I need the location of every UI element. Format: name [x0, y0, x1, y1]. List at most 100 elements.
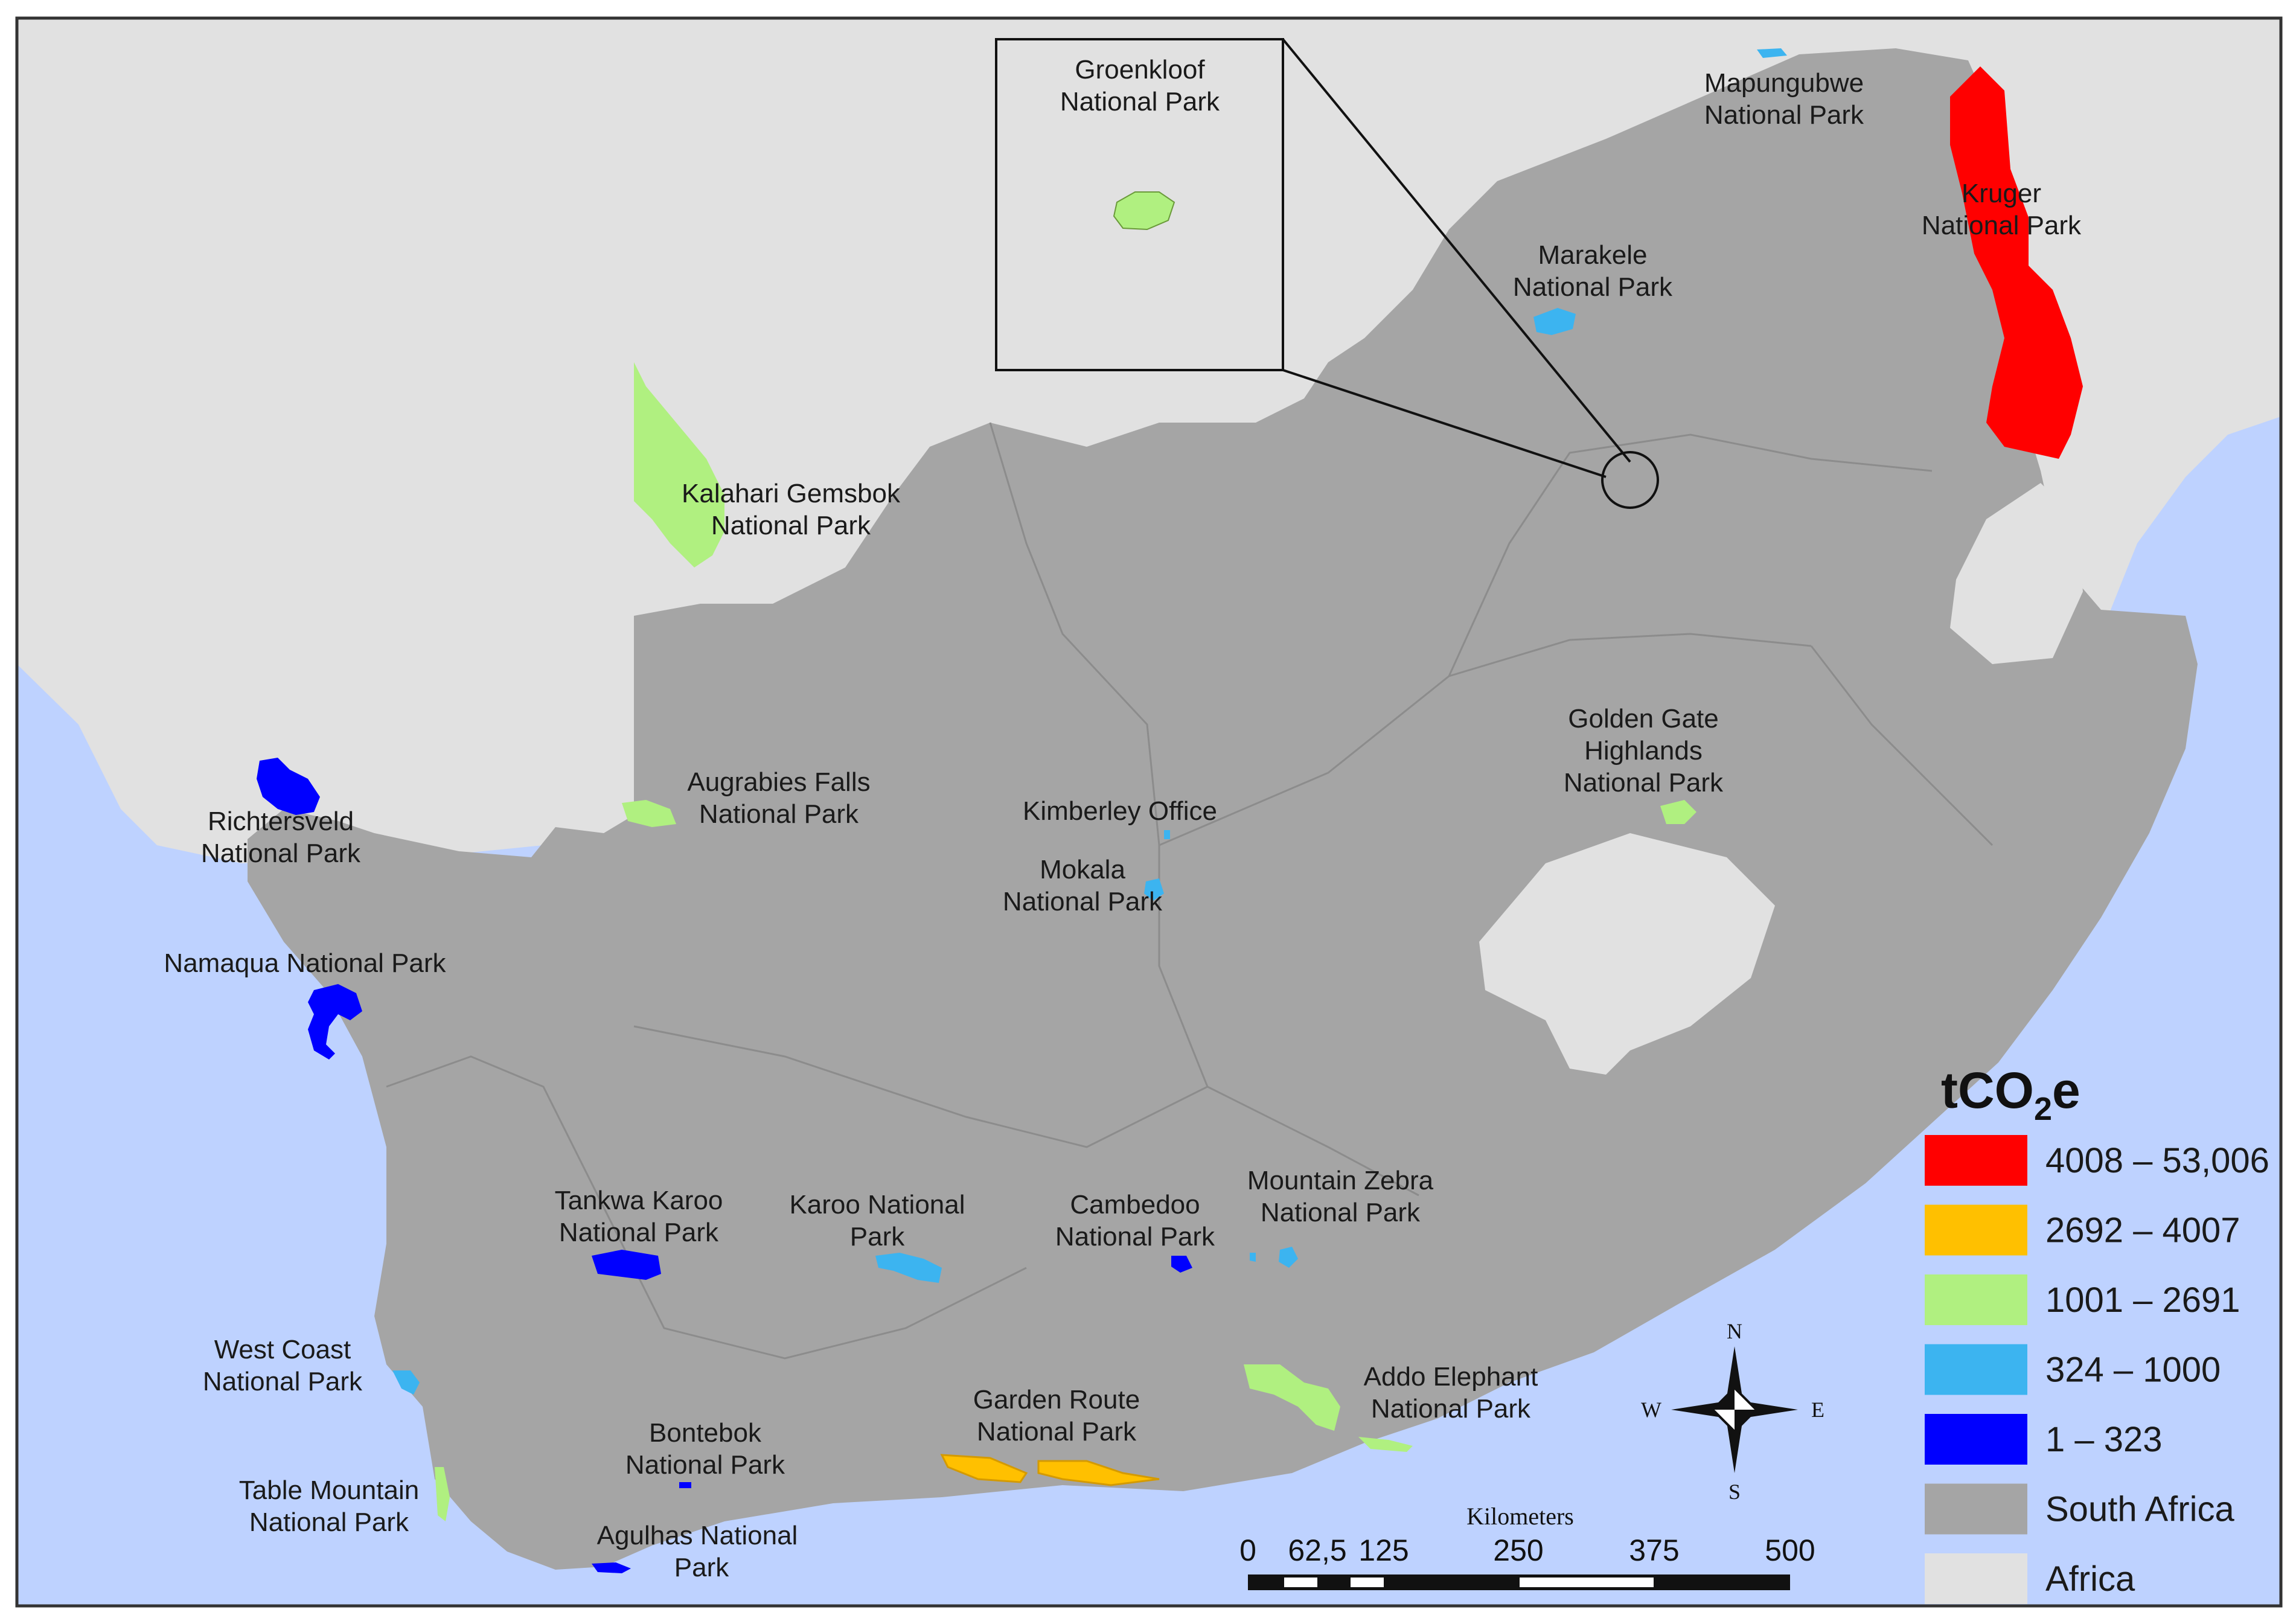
label-augrabies-1: Augrabies Falls — [687, 767, 870, 797]
label-richtersveld-1: Richtersveld — [208, 807, 354, 836]
legend-title: tCO2e — [1941, 1062, 2080, 1127]
legend-swatch-3 — [1925, 1344, 2027, 1395]
label-mapungubwe-1: Mapungubwe — [1704, 68, 1864, 98]
karoo-park-shape — [875, 1253, 942, 1283]
legend-swatch-0 — [1925, 1135, 2027, 1186]
label-golden-gate-3: National Park — [1564, 768, 1724, 798]
label-agulhas-1: Agulhas National — [597, 1521, 798, 1550]
kalahari-park-shape — [634, 362, 724, 567]
province-borders — [386, 422, 1994, 1360]
label-kalahari-1: Kalahari Gemsbok — [682, 479, 901, 508]
callout-line-top — [1282, 38, 1631, 463]
west-coast-park-shape — [392, 1370, 420, 1395]
south-africa-landmass — [248, 48, 2198, 1570]
label-marakele-2: National Park — [1513, 272, 1673, 302]
label-mapungubwe-2: National Park — [1704, 100, 1864, 130]
label-namaqua: Namaqua National Park — [164, 948, 446, 978]
legend-title-sub: 2 — [2034, 1091, 2052, 1127]
callout-line-bottom — [1282, 369, 1607, 478]
scale-tick-5: 500 — [1765, 1533, 1815, 1567]
map-frame — [15, 16, 2283, 1608]
scale-tick-0: 0 — [1239, 1533, 1256, 1567]
label-golden-gate-2: Highlands — [1584, 736, 1703, 766]
label-camdeboo-2: National Park — [1055, 1222, 1215, 1252]
label-west-coast-1: West Coast — [214, 1335, 351, 1364]
legend-label-3: 324 – 1000 — [2045, 1351, 2221, 1390]
label-marakele-1: Marakele — [1538, 240, 1648, 270]
park-labels: Kruger National Park Mapungubwe National… — [164, 68, 2082, 1582]
compass-w: W — [1641, 1398, 1661, 1422]
scale-unit-label: Kilometers — [1466, 1503, 1574, 1530]
legend-swatch-6 — [1925, 1553, 2027, 1604]
compass-rose: N S E W — [1641, 1319, 1824, 1504]
agulhas-park-shape — [592, 1562, 631, 1573]
addo-park-shape — [1244, 1364, 1340, 1431]
kruger-park-shape — [1950, 66, 2083, 459]
label-kruger-1: Kruger — [1962, 179, 2041, 208]
groenkloof-location-circle — [1601, 451, 1659, 509]
label-mountain-zebra-1: Mountain Zebra — [1247, 1166, 1434, 1195]
table-mountain-park-shape — [435, 1467, 450, 1521]
compass-center-fill — [1713, 1388, 1735, 1410]
camdeboo-park-shape — [1171, 1256, 1192, 1273]
marakele-park-shape — [1533, 308, 1576, 335]
compass-north-arrow — [1726, 1346, 1743, 1401]
legend-label-5: South Africa — [2045, 1490, 2234, 1529]
scale-seg-white-2 — [1351, 1578, 1384, 1587]
legend-label-0: 4008 – 53,006 — [2045, 1141, 2269, 1180]
label-agulhas-2: Park — [674, 1553, 729, 1582]
mountain-zebra-park-shape — [1250, 1247, 1298, 1268]
compass-e: E — [1811, 1398, 1824, 1422]
legend: tCO2e 4008 – 53,006 2692 – 4007 1001 – 269… — [1925, 1062, 2269, 1604]
inset-title-line1: Groenkloof — [1075, 55, 1205, 85]
legend-title-main: tCO — [1941, 1062, 2034, 1119]
garden-route-park-shape — [940, 1454, 1160, 1486]
label-mountain-zebra-2: National Park — [1261, 1198, 1421, 1227]
namaqua-park-shape — [308, 984, 362, 1060]
label-karoo-1: Karoo National — [789, 1190, 965, 1220]
label-kalahari-2: National Park — [711, 511, 871, 540]
label-addo-1: Addo Elephant — [1364, 1362, 1538, 1392]
label-garden-route-1: Garden Route — [973, 1385, 1140, 1415]
label-table-mountain-1: Table Mountain — [239, 1475, 419, 1505]
compass-center-fill-2 — [1735, 1410, 1756, 1431]
label-kruger-2: National Park — [1922, 211, 2082, 240]
kimberley-office-shape — [1164, 830, 1170, 839]
augrabies-park-shape — [622, 800, 676, 827]
label-tankwa-2: National Park — [559, 1218, 719, 1247]
compass-east-arrow — [1743, 1401, 1798, 1418]
compass-n: N — [1727, 1319, 1742, 1343]
scale-seg-white-3 — [1520, 1578, 1654, 1587]
label-kimberley: Kimberley Office — [1023, 796, 1217, 826]
scale-bar: Kilometers 0 62,5 125 250 375 500 — [1239, 1503, 1815, 1590]
label-garden-route-2: National Park — [977, 1417, 1137, 1447]
compass-west-arrow — [1671, 1401, 1726, 1418]
label-mokala-1: Mokala — [1040, 855, 1125, 884]
label-augrabies-2: National Park — [699, 799, 859, 829]
legend-swatch-1 — [1925, 1204, 2027, 1256]
golden-gate-park-shape — [1660, 800, 1696, 824]
legend-label-1: 2692 – 4007 — [2045, 1211, 2240, 1250]
legend-title-end: e — [2052, 1062, 2080, 1119]
legend-items: 4008 – 53,006 2692 – 4007 1001 – 2691 324 –… — [1925, 1135, 2269, 1604]
lesotho — [1479, 833, 1775, 1075]
label-west-coast-2: National Park — [203, 1367, 363, 1396]
compass-south-arrow — [1726, 1418, 1743, 1473]
label-bontebok-2: National Park — [625, 1450, 785, 1480]
addo-coast-shape — [1358, 1437, 1413, 1452]
compass-s: S — [1728, 1480, 1741, 1504]
groenkloof-inset-shape — [1113, 191, 1175, 231]
label-tankwa-1: Tankwa Karoo — [555, 1186, 723, 1215]
richtersveld-park-shape — [257, 758, 320, 815]
label-addo-2: National Park — [1371, 1394, 1531, 1424]
label-mokala-2: National Park — [1003, 887, 1163, 916]
label-table-mountain-2: National Park — [249, 1507, 409, 1537]
scale-tick-3: 250 — [1493, 1533, 1543, 1567]
scale-bar-outline — [1248, 1574, 1790, 1590]
legend-swatch-5 — [1925, 1483, 2027, 1535]
legend-label-6: Africa — [2045, 1559, 2135, 1599]
scale-tick-2: 125 — [1358, 1533, 1409, 1567]
label-bontebok-1: Bontebok — [649, 1418, 762, 1448]
label-richtersveld-2: National Park — [201, 839, 361, 868]
